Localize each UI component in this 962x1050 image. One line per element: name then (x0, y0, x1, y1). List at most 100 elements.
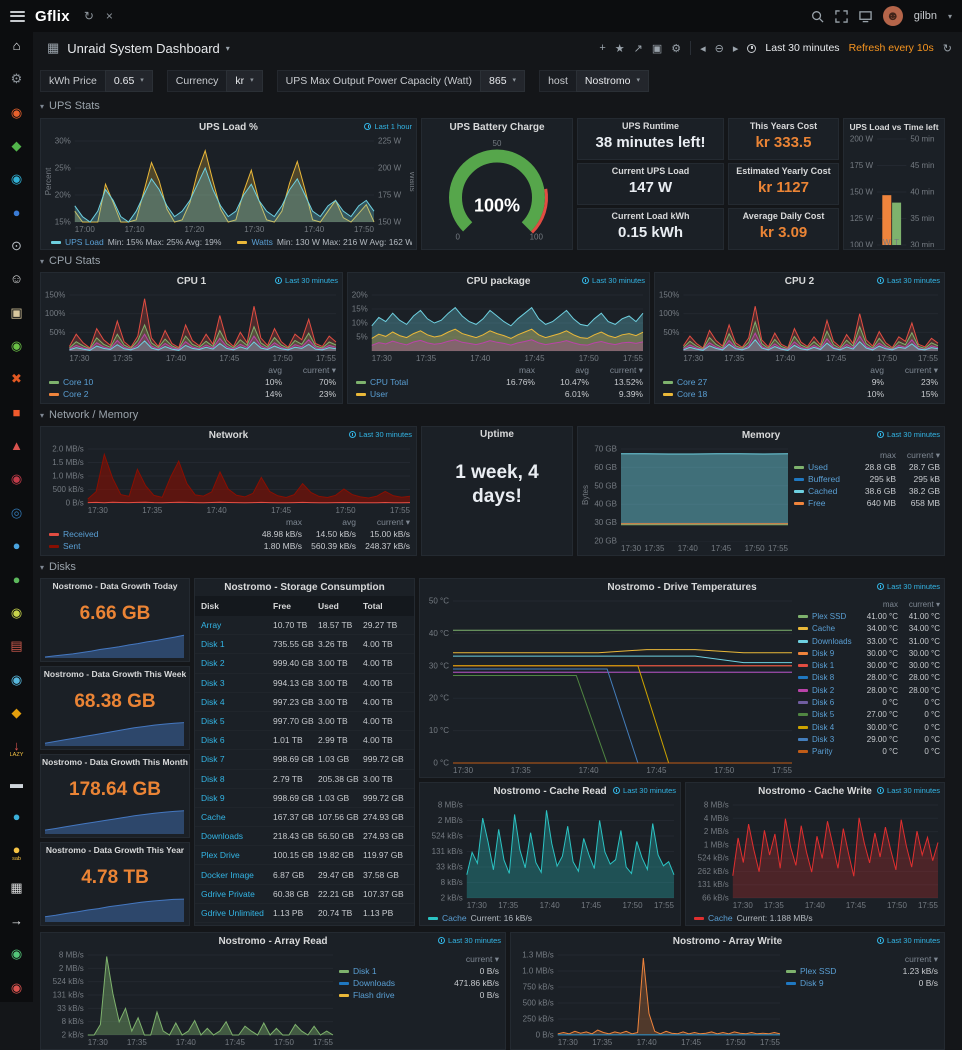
refresh-interval[interactable]: Refresh every 10s (848, 42, 934, 54)
legend-row[interactable]: Plex SSD 1.23 kB/s (786, 965, 938, 977)
time-back-icon[interactable]: ◂ (700, 42, 706, 55)
legend-row[interactable]: User 6.01% 9.39% (356, 388, 643, 400)
legend-row[interactable]: Downloads 471.86 kB/s (339, 977, 499, 989)
sidebar-icon[interactable]: ↓ LAZY (9, 738, 24, 759)
panel-title[interactable]: CPU 1 (176, 276, 207, 287)
panel-title[interactable]: Current Load kWh (611, 211, 690, 221)
legend-row[interactable]: Buffered 295 kB 295 kB (794, 473, 940, 485)
battery-gauge[interactable]: 0 50 100 100% (424, 136, 570, 247)
legend-row[interactable]: Disk 8 28.00 °C 28.00 °C (798, 672, 940, 684)
cycle-playlist-icon[interactable]: ↻ (83, 9, 94, 23)
cache-read-chart[interactable]: 8 MB/s 2 MB/s 524 kB/s 131 kB/s 33 kB/s 8 kB/… (422, 801, 678, 910)
legend-row[interactable]: Cache Current: 1.188 MB/s (694, 912, 813, 924)
panel-title[interactable]: This Years Cost (749, 121, 818, 131)
legend-row[interactable]: Plex SSD 41.00 °C 41.00 °C (798, 610, 940, 622)
sidebar-icon[interactable]: ● sab (12, 842, 21, 863)
legend-row[interactable]: Disk 9 30.00 °C 30.00 °C (798, 647, 940, 659)
panel-title[interactable]: Nostromo - Cache Read (493, 786, 607, 797)
sidebar-icon[interactable]: ◉ (10, 946, 23, 962)
sidebar-icon[interactable]: ● (12, 538, 21, 554)
share-icon[interactable]: ↗ (633, 42, 643, 55)
panel-title[interactable]: Network (208, 430, 249, 441)
sidebar-icon[interactable]: → (10, 912, 23, 928)
app-logo[interactable]: Gflix (35, 7, 70, 25)
row-disks[interactable]: ▾ Disks (40, 561, 76, 573)
panel-title[interactable]: Uptime (480, 429, 514, 440)
panel-title[interactable]: Estimated Yearly Cost (736, 166, 831, 176)
legend-header[interactable]: max current ▾ (879, 449, 940, 461)
row-network-memory[interactable]: ▾ Network / Memory (40, 409, 139, 421)
sidebar-icon[interactable]: ◆ (11, 138, 22, 154)
sidebar-icon[interactable]: ◆ (11, 704, 22, 720)
legend-row[interactable]: Cache 34.00 °C 34.00 °C (798, 623, 940, 635)
panel-title[interactable]: UPS Load vs Time left (849, 122, 939, 132)
panel-title[interactable]: UPS Runtime (621, 121, 679, 131)
legend-row[interactable]: Downloads 33.00 °C 31.00 °C (798, 635, 940, 647)
memory-legend[interactable]: max current ▾ Used 28.8 GB 28.7 GB Buffered 29… (794, 449, 940, 511)
sidebar-icon[interactable]: ◉ (10, 171, 23, 187)
legend-header[interactable]: current ▾ (465, 953, 499, 964)
time-forward-icon[interactable]: ▸ (732, 42, 739, 55)
cpu-package-chart[interactable]: 20% 15% 10% 5% 17:30 17:35 17:40 17:45 17:50 17:5… (350, 291, 647, 363)
sidebar-icon[interactable]: ⌂ (12, 38, 21, 53)
legend-row[interactable]: Disk 5 27.00 °C 0 °C (798, 709, 940, 721)
legend-header[interactable]: max avg current ▾ (518, 364, 643, 376)
sidebar-icon[interactable]: ◉ (10, 471, 23, 487)
cpu1-chart[interactable]: 150% 100% 50% 17:30 17:35 17:40 17:45 17:50 17:5… (43, 291, 340, 363)
sidebar-icon[interactable]: ▦ (10, 879, 23, 895)
sidebar-icon[interactable]: ◉ (10, 104, 23, 120)
legend-row[interactable]: Core 10 10% 70% (49, 376, 336, 388)
panel-title[interactable]: Nostromo - Data Growth This Week (43, 669, 187, 679)
add-panel-icon[interactable]: + (599, 42, 606, 54)
panel-title[interactable]: Current UPS Load (611, 166, 690, 176)
save-icon[interactable]: ▣ (651, 42, 663, 55)
sidebar-icon[interactable]: ⊙ (11, 238, 22, 254)
refresh-icon[interactable]: ↻ (942, 42, 952, 55)
variable-currency[interactable]: Currency kr ▾ (166, 70, 263, 92)
legend-row[interactable]: Core 27 9% 23% (663, 376, 938, 388)
panel-title[interactable]: UPS Battery Charge (449, 122, 545, 133)
ups-load-chart[interactable]: 30% 25% 20% 15% 225 W 200 W 175 W 150 W 17:00 17:… (43, 137, 414, 234)
star-icon[interactable]: ★ (614, 42, 625, 55)
panel-title[interactable]: Average Daily Cost (742, 211, 825, 221)
legend-row[interactable]: Disk 4 30.00 °C 0 °C (798, 721, 940, 733)
legend-row[interactable]: Cache Current: 16 kB/s (428, 912, 532, 924)
cpu-package-legend[interactable]: max avg current ▾ CPU Total 16.76% 10.47% 13.5… (356, 364, 643, 401)
legend-row[interactable]: Disk 3 29.00 °C 0 °C (798, 733, 940, 745)
legend-header[interactable]: max avg current ▾ (285, 516, 410, 528)
legend-row[interactable]: Cached 38.6 GB 38.2 GB (794, 485, 940, 497)
array-write-chart[interactable]: 1.3 MB/s 1.0 MB/s 750 kB/s 500 kB/s 250 kB/s… (513, 951, 784, 1047)
legend-row[interactable]: Received 48.98 kB/s 14.50 kB/s 15.00 kB/s (49, 528, 410, 540)
legend-row[interactable]: Disk 2 28.00 °C 28.00 °C (798, 684, 940, 696)
sidebar-icon[interactable]: ● (12, 571, 21, 587)
sidebar-icon[interactable]: ✖ (11, 371, 22, 387)
legend-header[interactable]: avg current ▾ (268, 364, 336, 376)
panel-title[interactable]: Nostromo - Array Write (672, 936, 783, 947)
drive-temps-chart[interactable]: 50 °C 40 °C 30 °C 20 °C 10 °C 0 °C 17:30 17:35 1… (422, 597, 796, 775)
legend-row[interactable]: Parity 0 °C 0 °C (798, 746, 940, 758)
legend-header[interactable]: max current ▾ (882, 599, 940, 609)
sidebar-icon[interactable]: ▲ (10, 438, 23, 454)
cache-write-legend[interactable]: Cache Current: 1.188 MB/s (694, 912, 940, 924)
panel-title[interactable]: CPU 2 (784, 276, 815, 287)
panel-timerange[interactable]: Last 30 minutes (349, 430, 412, 439)
apps-grid-icon[interactable]: ▦ (47, 40, 60, 55)
row-cpu-stats[interactable]: ▾ CPU Stats (40, 255, 101, 267)
sidebar-icon[interactable]: ▤ (10, 638, 23, 654)
panel-title[interactable]: Nostromo - Storage Consumption (224, 582, 385, 593)
time-range-picker[interactable]: Last 30 minutes (765, 42, 840, 54)
username[interactable]: gilbn (913, 10, 937, 22)
cpu2-chart[interactable]: 150% 100% 50% 17:30 17:35 17:40 17:45 17:50 17:5… (657, 291, 942, 363)
panel-timerange[interactable]: Last 30 minutes (877, 276, 940, 285)
panel-timerange[interactable]: Last 30 minutes (877, 430, 940, 439)
panel-title[interactable]: Nostromo - Data Growth Today (52, 581, 178, 591)
sidebar-icon[interactable]: ◉ (10, 671, 23, 687)
panel-title[interactable]: Nostromo - Drive Temperatures (607, 582, 757, 593)
network-chart[interactable]: 2.0 MB/s 1.5 MB/s 1.0 MB/s 500 kB/s 0 B/s 17:… (43, 445, 414, 515)
memory-chart[interactable]: 70 GB 60 GB 50 GB 40 GB 30 GB 20 GB 17:30 17:35… (580, 445, 792, 553)
legend-header[interactable]: avg current ▾ (870, 364, 938, 376)
